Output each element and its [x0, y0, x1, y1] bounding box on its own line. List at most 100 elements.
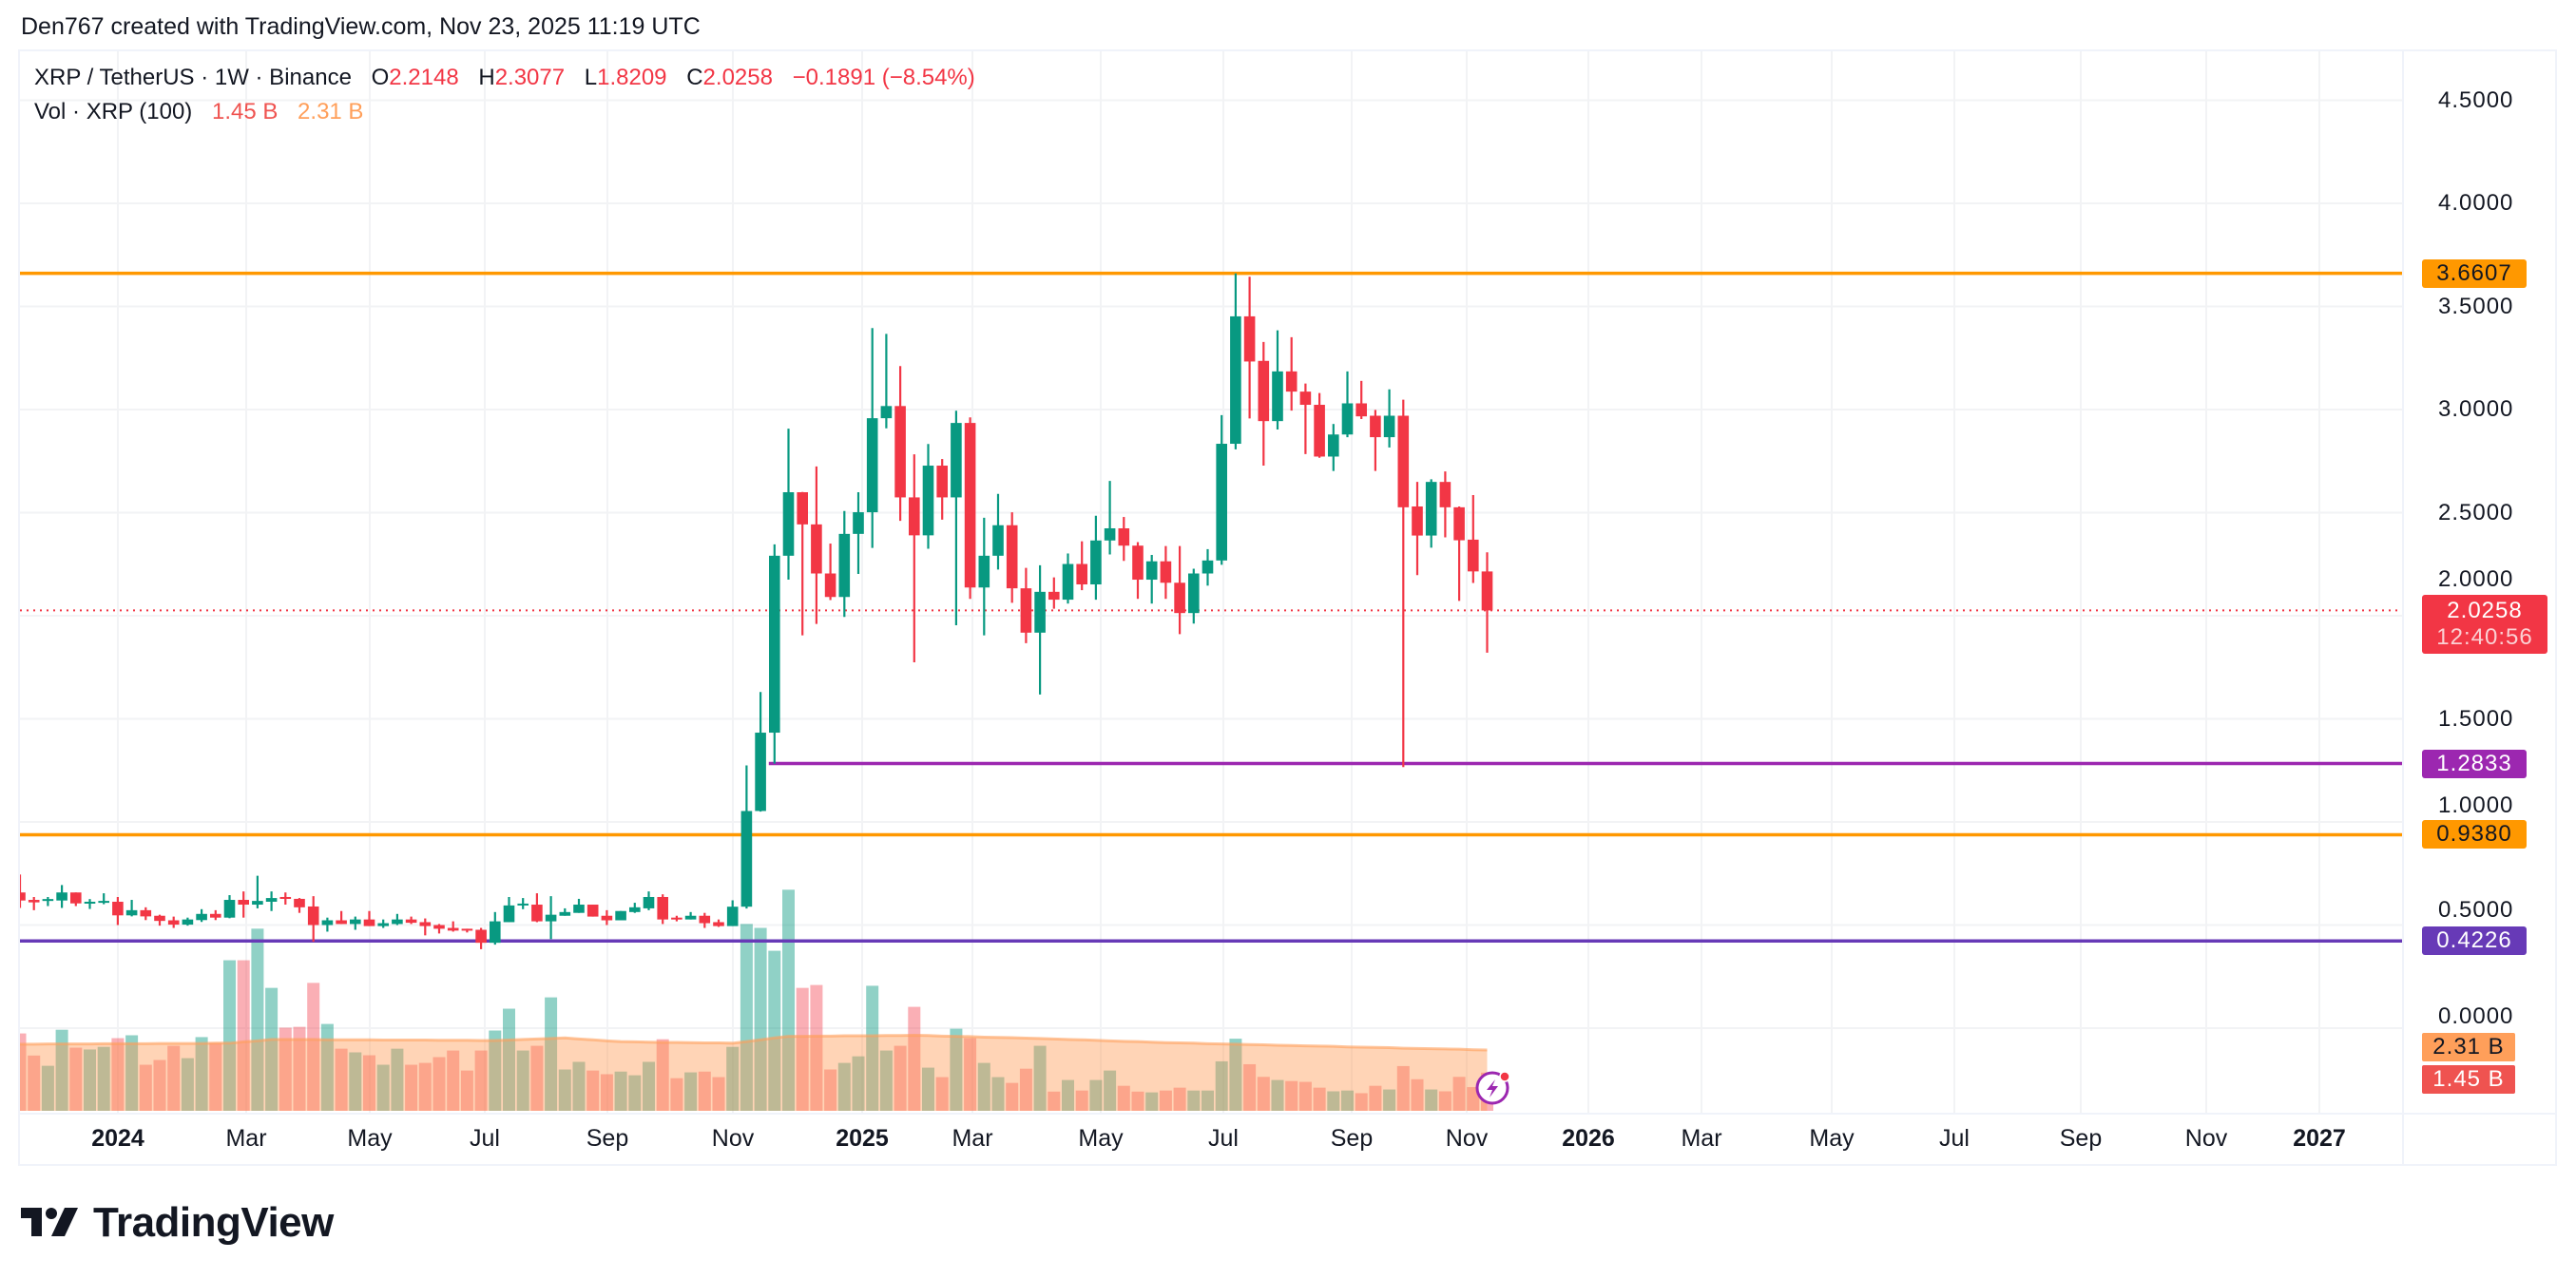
volume-bar [209, 1042, 222, 1111]
tradingview-logo-icon [21, 1208, 78, 1236]
volume-title[interactable]: Vol · XRP (100) [34, 99, 193, 124]
candle-body [419, 922, 432, 926]
volume-bar [293, 1026, 306, 1111]
lightning-icon[interactable] [1474, 1068, 1512, 1106]
price-tick-label: 2.0000 [2438, 566, 2514, 592]
candle-body [894, 406, 906, 498]
candle-body [880, 406, 893, 419]
price-tick-label: 0.0000 [2438, 1003, 2514, 1029]
time-tick-label: 2024 [91, 1125, 144, 1152]
volume-bar [1243, 1063, 1257, 1111]
candle-body [797, 492, 808, 525]
candle [866, 328, 878, 548]
candle-body [1201, 560, 1214, 574]
candle [811, 466, 822, 624]
volume-bar [1452, 1077, 1466, 1111]
candle-body [629, 907, 641, 912]
volume-bar [530, 1045, 544, 1111]
volume-bar [251, 928, 264, 1111]
volume-bar [964, 1038, 977, 1111]
candle [1090, 515, 1102, 601]
candle-body [1104, 527, 1116, 541]
volume-bar [1104, 1070, 1117, 1111]
candle [531, 893, 543, 923]
low-label: L [584, 65, 598, 90]
candle-body [1006, 525, 1018, 589]
volume-bar [111, 1038, 125, 1111]
candle-body [1468, 539, 1479, 572]
candle-body [84, 901, 96, 904]
volume-bar [1285, 1080, 1298, 1111]
candle-body [1314, 405, 1325, 457]
volume-bar [894, 1045, 907, 1111]
candle [1174, 545, 1185, 635]
volume-bar [628, 1075, 642, 1111]
volume-bar [1425, 1089, 1438, 1111]
candle [629, 903, 641, 913]
candle [545, 896, 557, 940]
time-tick-label: Mar [225, 1125, 267, 1152]
symbol-title[interactable]: XRP / TetherUS · 1W · Binance [34, 65, 352, 90]
volume-bar [1075, 1090, 1088, 1111]
volume-bar [1341, 1090, 1354, 1111]
volume-bar [55, 1029, 68, 1111]
candle-body [377, 923, 389, 926]
volume-bar [139, 1064, 152, 1111]
candle-body [1160, 561, 1172, 583]
candle [1104, 481, 1116, 555]
candle-body [363, 919, 375, 926]
candle-body [964, 423, 976, 588]
candle-body [1258, 360, 1270, 422]
candle [1468, 495, 1479, 583]
volume-bar [125, 1035, 139, 1111]
candle [405, 916, 417, 925]
candle [1328, 424, 1339, 471]
candle-body [70, 892, 82, 904]
volume-bar [572, 1061, 586, 1111]
candle [838, 510, 851, 618]
candle [167, 916, 180, 928]
volume-bar [558, 1069, 571, 1111]
volume-value: 1.45 B [211, 99, 279, 124]
candle-body [713, 922, 724, 926]
volume-bar [84, 1049, 96, 1111]
candle [1299, 383, 1312, 454]
volume-bar [181, 1058, 194, 1111]
candle [684, 911, 697, 920]
candle-body [573, 905, 585, 913]
candle-body [601, 915, 613, 921]
candle-body [182, 919, 194, 926]
candle-body [1412, 506, 1423, 536]
volume-legend[interactable]: Vol · XRP (100) 1.45 B 2.31 B [34, 99, 367, 125]
candle-body [936, 466, 948, 498]
candle [1314, 392, 1325, 458]
symbol-legend[interactable]: XRP / TetherUS · 1W · Binance O2.2148 H2… [34, 65, 979, 91]
candle [336, 910, 347, 925]
candle [419, 918, 432, 936]
candle [238, 891, 249, 918]
candle-body [1341, 403, 1354, 435]
candle-body [769, 555, 780, 734]
candle-body [1118, 527, 1130, 546]
time-tick-label: Jul [1208, 1125, 1239, 1152]
volume-bar [265, 987, 279, 1111]
candle [824, 544, 836, 601]
candle-body [978, 555, 990, 588]
volume-bar [20, 1033, 27, 1111]
candle-body [615, 910, 626, 921]
time-tick-label: May [1078, 1125, 1124, 1152]
candle [573, 898, 585, 913]
candle [964, 417, 976, 600]
candle [1425, 479, 1437, 548]
volume-bar [279, 1027, 292, 1111]
volume-bar [28, 1055, 41, 1111]
volume-bar [1369, 1085, 1382, 1111]
candle [951, 410, 962, 625]
candle [1160, 545, 1172, 600]
tradingview-logo[interactable]: TradingView [21, 1199, 334, 1247]
candle [1076, 541, 1087, 591]
volume-bar [1019, 1068, 1032, 1111]
candle [154, 914, 165, 926]
volume-bar [600, 1074, 613, 1111]
